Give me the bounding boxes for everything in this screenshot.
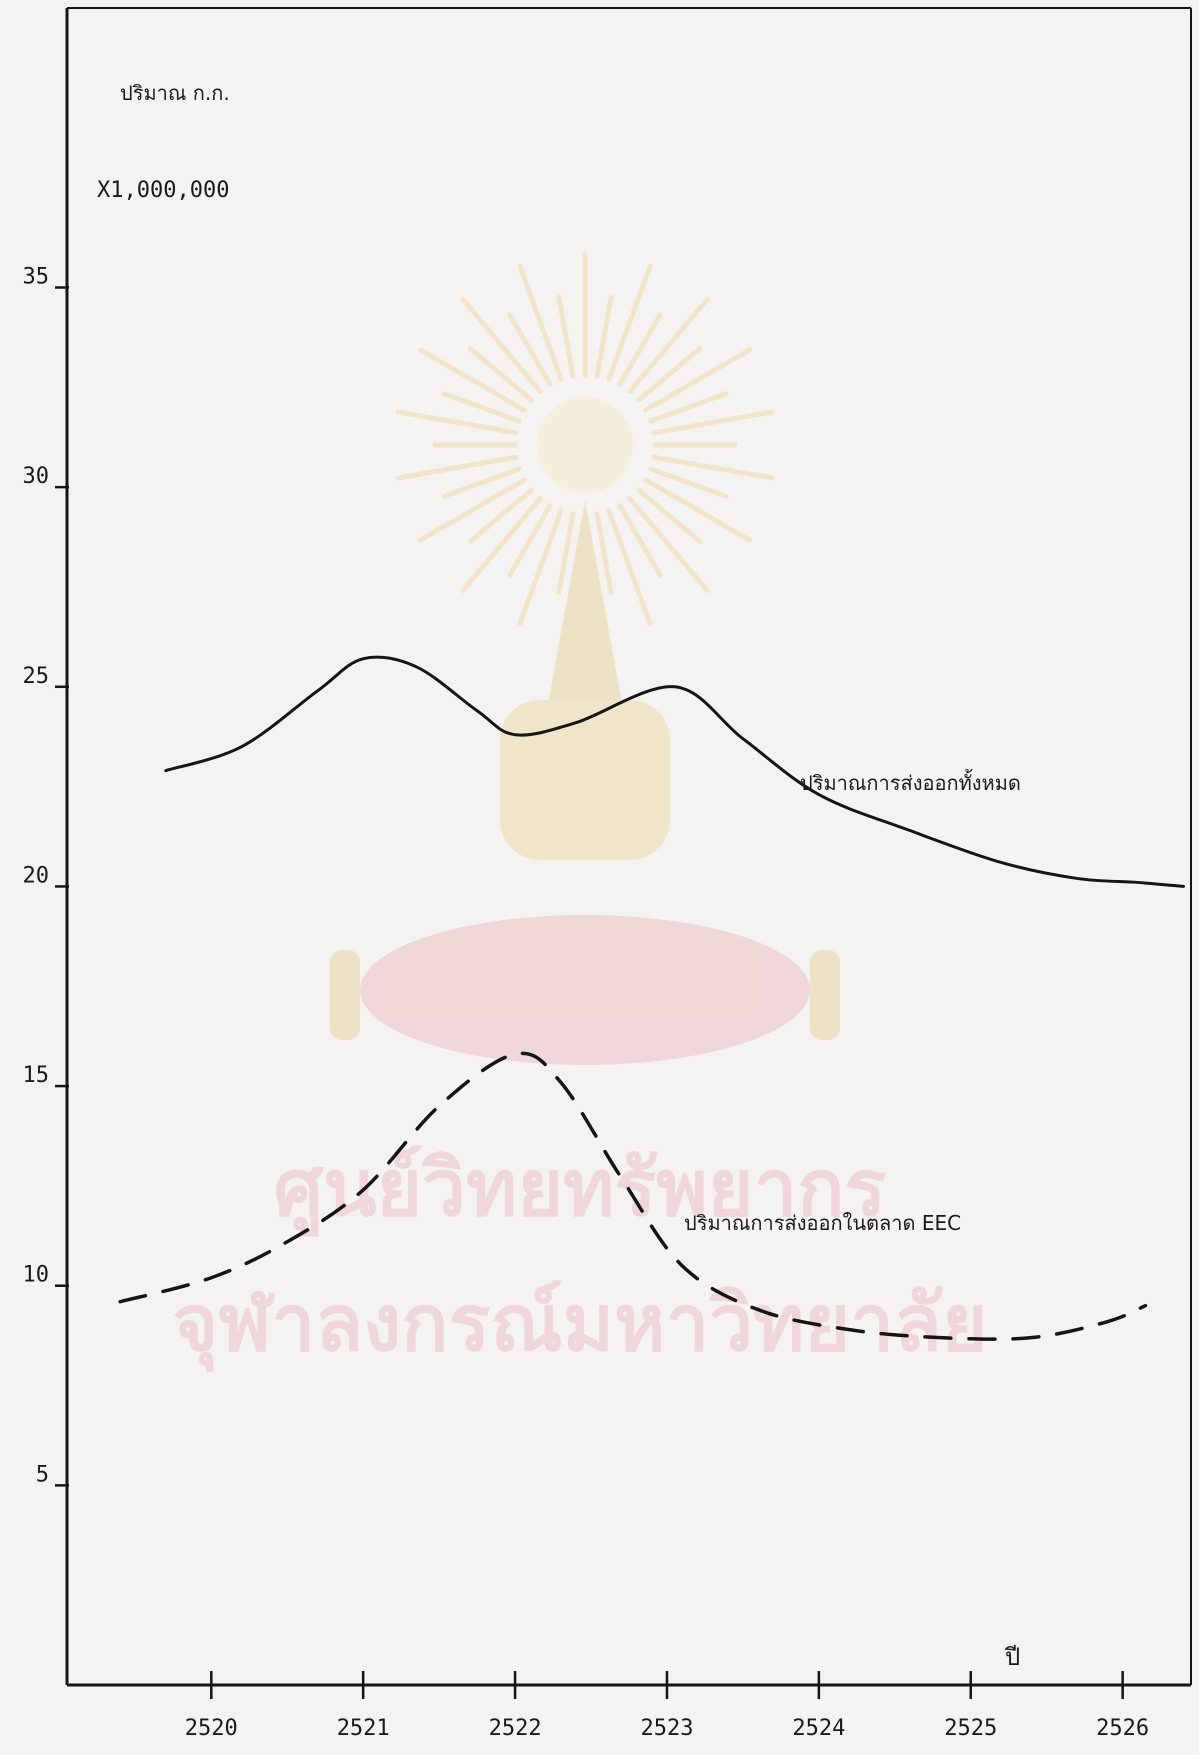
- series-label-0: ปริมาณการส่งออกทั้งหมด: [800, 769, 1021, 795]
- series-label-1: ปริมาณการส่งออกในตลาด EEC: [684, 1211, 961, 1235]
- y-tick-label: 20: [23, 863, 50, 888]
- y-axis-multiplier: X1,000,000: [97, 178, 229, 203]
- x-tick-label: 2520: [185, 1716, 238, 1741]
- y-tick-label: 10: [23, 1263, 50, 1288]
- series-line-0: [164, 655, 1185, 888]
- ticks: 5 10 15 20 25 30 35 2520 2521 2522 2523 2524 2525 252…: [23, 265, 1150, 1742]
- series-layer: [118, 655, 1185, 1341]
- y-tick-label: 25: [23, 664, 50, 689]
- x-tick-label: 2524: [792, 1716, 845, 1741]
- series-labels: ปริมาณการส่งออกทั้งหมดปริมาณการส่งออกในต…: [684, 769, 1021, 1235]
- y-tick-label: 35: [23, 265, 50, 290]
- x-tick-label: 2521: [337, 1716, 390, 1741]
- x-tick-label: 2522: [489, 1716, 542, 1741]
- y-tick-label: 30: [23, 464, 50, 489]
- y-tick-label: 5: [36, 1462, 49, 1487]
- watermark: ศูนย์วิทยทรัพยากร จุฬาลงกรณ์มหาวิทยาลัย: [172, 252, 988, 1372]
- watermark-line2: จุฬาลงกรณ์มหาวิทยาลัย: [172, 1279, 987, 1372]
- x-tick-label: 2525: [944, 1716, 997, 1741]
- watermark-emblem-icon: [330, 252, 840, 1065]
- watermark-line1: ศูนย์วิทยทรัพยากร: [274, 1144, 887, 1237]
- x-axis-label: ปี: [1004, 1643, 1020, 1671]
- y-tick-label: 15: [23, 1063, 50, 1088]
- y-axis-label: ปริมาณ ก.ก.: [120, 81, 230, 105]
- series-line-1: [118, 1051, 1148, 1341]
- x-tick-label: 2523: [640, 1716, 693, 1741]
- x-tick-label: 2526: [1096, 1716, 1149, 1741]
